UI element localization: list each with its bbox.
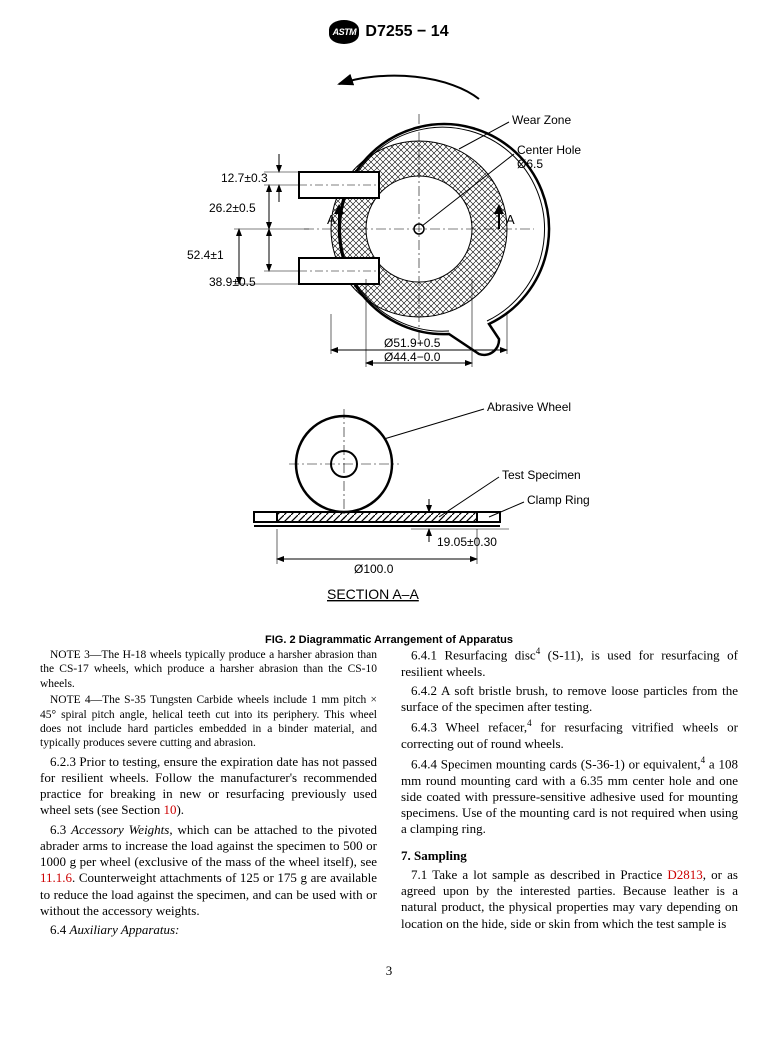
note-4: NOTE 4—The S-35 Tungsten Carbide wheels …: [40, 693, 377, 751]
dim-dia-inner: Ø44.4−0.0: [384, 350, 441, 364]
ref-11-1-6: 11.1.6: [40, 870, 72, 885]
para-6-4-1: 6.4.1 Resurfacing disc4 (S-11), is used …: [401, 646, 738, 680]
dim-26-2: 26.2±0.5: [209, 201, 256, 215]
note-3: NOTE 3—The H-18 wheels typically produce…: [40, 648, 377, 691]
figure-caption: FIG. 2 Diagrammatic Arrangement of Appar…: [40, 634, 738, 646]
label-test-specimen: Test Specimen: [502, 468, 581, 482]
para-6-2-3: 6.2.3 Prior to testing, ensure the expir…: [40, 754, 377, 819]
page-number: 3: [40, 963, 738, 979]
label-abrasive-wheel: Abrasive Wheel: [487, 400, 571, 414]
body-text: NOTE 3—The H-18 wheels typically produce…: [40, 646, 738, 938]
para-6-4-4: 6.4.4 Specimen mounting cards (S-36-1) o…: [401, 755, 738, 838]
dim-thickness: 19.05±0.30: [437, 535, 497, 549]
figure-2-top: A A Wear Zone Center Hole Ø6.5 12.7±0.3 …: [40, 54, 738, 374]
svg-text:A: A: [506, 212, 515, 227]
document-header: ASTM D7255 − 14: [40, 20, 738, 44]
section-label: SECTION A–A: [327, 586, 419, 602]
designation-text: D7255 − 14: [365, 23, 448, 41]
test-specimen: [277, 512, 477, 522]
dim-52-4: 52.4±1: [187, 248, 224, 262]
para-6-4-2: 6.4.2 A soft bristle brush, to remove lo…: [401, 683, 738, 716]
svg-text:Ø6.5: Ø6.5: [517, 157, 543, 171]
clamp-ring-left: [254, 512, 277, 522]
dim-38-9: 38.9±0.5: [209, 275, 256, 289]
dim-diameter-100: Ø100.0: [354, 562, 394, 576]
ref-section-10: 10: [163, 802, 176, 817]
section-7-heading: 7. Sampling: [401, 848, 738, 864]
dim-dia-outer: Ø51.9+0.5: [384, 336, 441, 350]
svg-text:A: A: [327, 212, 336, 227]
label-center-hole: Center Hole: [517, 143, 581, 157]
para-6-4: 6.4 Auxiliary Apparatus:: [40, 922, 377, 938]
para-7-1: 7.1 Take a lot sample as described in Pr…: [401, 867, 738, 932]
para-6-4-3: 6.4.3 Wheel refacer,4 for resurfacing vi…: [401, 718, 738, 752]
ref-d2813: D2813: [667, 867, 702, 882]
figure-2-bottom: Abrasive Wheel Test Specimen Clamp Ring …: [40, 389, 738, 619]
label-clamp-ring: Clamp Ring: [527, 493, 590, 507]
para-6-3: 6.3 Accessory Weights, which can be atta…: [40, 822, 377, 920]
dim-12-7: 12.7±0.3: [221, 171, 268, 185]
label-wear-zone: Wear Zone: [512, 113, 571, 127]
astm-logo-icon: ASTM: [329, 20, 359, 44]
